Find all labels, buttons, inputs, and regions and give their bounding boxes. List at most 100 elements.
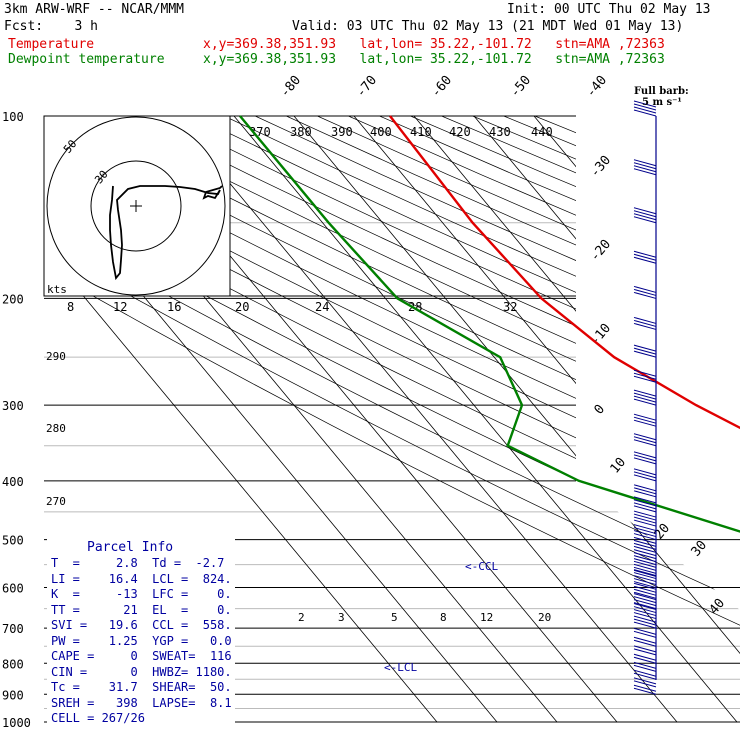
wind-barb: [633, 419, 657, 427]
hodograph-ring-outer: [46, 116, 226, 296]
pressure-tick-label: 400: [2, 475, 24, 489]
wind-barb: [633, 555, 657, 563]
wind-barb: [633, 474, 657, 482]
dry-adiabat-tick-label: 290: [46, 350, 66, 363]
wind-barb: [633, 585, 657, 593]
moist-adiabat-line: [682, 298, 740, 722]
mixing-ratio-tick-label: 5: [391, 611, 398, 624]
dry-adiabat-tick-label: 280: [46, 422, 66, 435]
pressure-tick-label: 200: [2, 292, 24, 306]
wind-barb: [633, 468, 657, 476]
wind-barb: [633, 499, 657, 507]
wind-barb: [633, 530, 657, 538]
legend-temperature-location: x,y=369.38,351.93 lat,lon= 35.22,-101.72…: [203, 37, 665, 52]
wind-barb: [633, 510, 657, 518]
wind-barb: [633, 100, 657, 108]
wind-barb: [633, 680, 657, 688]
speed-tick-label: 20: [235, 300, 249, 314]
dry-adiabat-line: [534, 116, 740, 722]
isotherm-line: [473, 116, 740, 722]
wind-barb: [633, 216, 657, 224]
dry-adiabat-line: [317, 116, 740, 722]
wind-key: Full barb: 5 m s⁻¹: [634, 86, 689, 108]
wind-barb: [633, 593, 657, 601]
wind-barb: [633, 603, 657, 611]
isotherm-tick-label: -10: [588, 321, 615, 349]
wind-barb: [633, 560, 657, 568]
wind-barb: [633, 536, 657, 544]
chart-header: 3km ARW-WRF -- NCAR/MMM Init: 00 UTC Thu…: [0, 0, 740, 70]
pressure-tick-label: 1000: [2, 716, 31, 730]
wind-barb: [633, 369, 657, 377]
dry-adiabat-line: [44, 116, 740, 722]
wind-barb: [633, 588, 657, 596]
isotherm-line: [533, 116, 740, 722]
wind-barb: [633, 395, 657, 403]
mixing-ratio-tick-label: 8: [440, 611, 447, 624]
wind-barb: [633, 524, 657, 532]
wind-barb: [633, 639, 657, 647]
wind-barb: [633, 454, 657, 462]
wind-barb: [633, 413, 657, 421]
wind-barb: [633, 451, 657, 459]
parcel-info-row: LI = 16.4 LCL = 824.: [51, 571, 232, 586]
parcel-info-row: Tc = 31.7 SHEAR= 50.: [51, 680, 232, 694]
wind-barb: [633, 527, 657, 535]
valid-time: Valid: 03 UTC Thu 02 May 13 (21 MDT Wed …: [292, 19, 684, 34]
model-title: 3km ARW-WRF -- NCAR/MMM: [4, 2, 185, 17]
wind-barb: [633, 542, 657, 550]
init-time: Init: 00 UTC Thu 02 May 13: [507, 2, 711, 17]
wind-barb: [633, 618, 657, 626]
mixing-ratio-tick-label: 3: [338, 611, 345, 624]
wind-barb: [633, 159, 657, 167]
legend-temperature-label: Temperature: [8, 37, 95, 52]
dry-adiabat-line: [44, 116, 740, 722]
moist-adiabat-line: [723, 298, 740, 722]
ccl-marker: <-CCL: [465, 560, 498, 573]
dry-adiabat-line: [224, 116, 740, 722]
theta-tick-label: 410: [410, 125, 432, 139]
wind-barb: [633, 398, 657, 406]
dry-adiabat-line: [44, 116, 740, 722]
wind-barb: [633, 621, 657, 629]
wind-barb: [633, 519, 657, 527]
isotherm-tick-label: 40: [707, 596, 729, 618]
temperature-trace: [389, 115, 740, 430]
wind-barb: [633, 581, 657, 589]
parcel-info-row: SVI = 19.6 CCL = 558.: [51, 618, 232, 632]
isotherm-tick-label: 0: [592, 402, 609, 418]
wind-barb: [633, 162, 657, 170]
speed-tick-label: 32: [503, 300, 517, 314]
dry-adiabat-line: [44, 116, 740, 722]
wind-barb: [633, 549, 657, 557]
parcel-info-row: SREH = 398 LAPSE= 8.1: [51, 695, 232, 710]
wind-key-scale: 5 m s⁻¹: [642, 97, 682, 108]
wind-barb: [633, 596, 657, 604]
wind-barb: [633, 539, 657, 547]
speed-tick-label: 16: [167, 300, 181, 314]
wind-barb: [633, 316, 657, 324]
wind-barb: [633, 672, 657, 680]
wind-barb: [633, 572, 657, 580]
dry-adiabat-line: [192, 116, 740, 722]
wind-barb: [633, 591, 657, 599]
isotherm-line: [593, 116, 740, 722]
isotherm-tick-label: 10: [608, 455, 630, 477]
dry-adiabat-line: [44, 116, 740, 722]
theta-tick-label: 390: [331, 125, 353, 139]
wind-barb: [633, 210, 657, 218]
lcl-marker: <-LCL: [384, 661, 417, 674]
wind-barb: [633, 103, 657, 111]
wind-barb: [633, 207, 657, 215]
wind-barb: [633, 630, 657, 638]
isotherm-tick-label: -30: [588, 153, 615, 181]
mixing-ratio-tick-label: 12: [480, 611, 493, 624]
dry-adiabat-line: [286, 116, 740, 722]
isotherm-tick-label: -50: [508, 73, 535, 101]
isotherm-tick-label: -20: [588, 237, 615, 265]
dry-adiabat-line: [44, 116, 740, 722]
parcel-info-row: CIN = 0 HWBZ= 1180.: [51, 664, 232, 679]
wind-barb: [633, 168, 657, 176]
wind-barb: [633, 285, 657, 293]
